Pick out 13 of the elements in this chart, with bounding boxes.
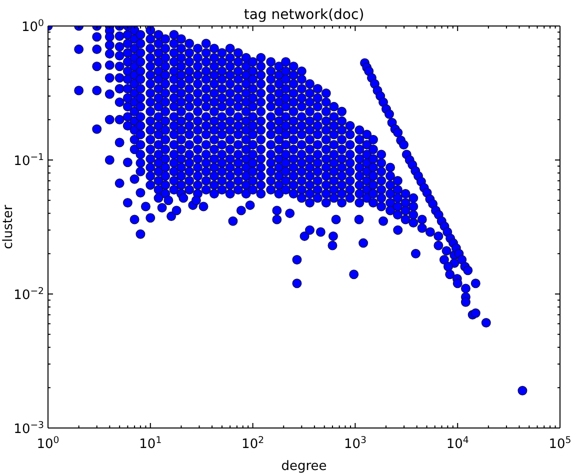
x-tick-label: 10$^{5}$: [548, 434, 572, 452]
x-axis-title: degree: [281, 459, 327, 474]
y-tick-label: 10$^{0}$: [22, 18, 44, 35]
y-tick-label: 10$^{−3}$: [14, 420, 44, 437]
x-tick-label: 10$^{4}$: [446, 434, 469, 452]
y-tick-label: 10$^{−2}$: [14, 286, 44, 303]
chart-title: tag network(doc): [244, 7, 364, 23]
y-tick-label: 10$^{−1}$: [14, 152, 44, 169]
y-axis-title: cluster: [1, 204, 17, 250]
x-tick-label: 10$^{1}$: [139, 434, 162, 452]
x-tick-label: 10$^{0}$: [36, 434, 60, 452]
x-tick-label: 10$^{3}$: [344, 434, 366, 452]
x-tick-label: 10$^{2}$: [242, 434, 264, 452]
